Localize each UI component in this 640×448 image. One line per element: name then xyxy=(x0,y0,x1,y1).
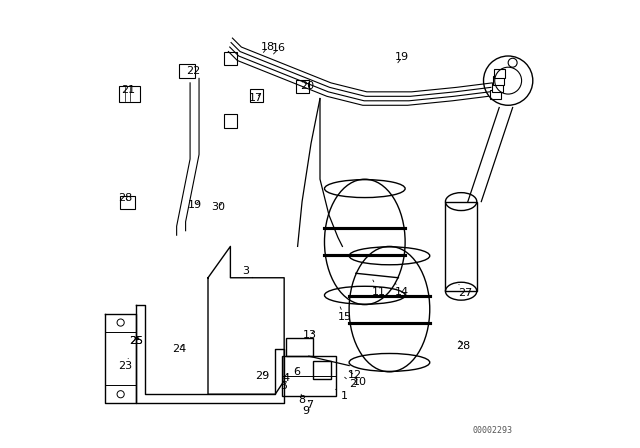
Text: 14: 14 xyxy=(394,283,408,297)
Text: 25: 25 xyxy=(129,336,143,346)
Text: 20: 20 xyxy=(300,81,314,91)
Text: 12: 12 xyxy=(348,370,362,380)
Text: 4: 4 xyxy=(283,373,290,383)
Bar xyxy=(492,83,503,92)
Text: 3: 3 xyxy=(243,266,253,278)
Text: 11: 11 xyxy=(372,280,386,297)
Text: 13: 13 xyxy=(303,330,317,340)
Text: 30: 30 xyxy=(211,202,225,212)
Text: 2: 2 xyxy=(345,377,356,389)
Bar xyxy=(224,114,237,128)
Text: 6: 6 xyxy=(292,367,300,377)
Text: 1: 1 xyxy=(335,389,348,401)
Bar xyxy=(314,361,332,379)
Text: 00002293: 00002293 xyxy=(473,426,513,435)
Text: 16: 16 xyxy=(272,43,286,54)
Text: 15: 15 xyxy=(338,307,351,322)
Text: 9: 9 xyxy=(302,406,309,416)
Bar xyxy=(493,76,504,85)
Text: 24: 24 xyxy=(172,344,186,353)
Bar xyxy=(287,338,314,356)
Bar xyxy=(490,90,502,99)
Text: 21: 21 xyxy=(121,85,135,95)
Bar xyxy=(445,202,477,291)
Text: 17: 17 xyxy=(250,93,264,103)
Bar xyxy=(494,69,506,78)
Text: 29: 29 xyxy=(255,371,269,381)
Text: 19: 19 xyxy=(395,52,409,63)
Text: 10: 10 xyxy=(353,377,367,387)
Text: 7: 7 xyxy=(307,400,314,409)
Text: 22: 22 xyxy=(186,66,201,76)
Text: 18: 18 xyxy=(260,42,275,52)
Text: 19: 19 xyxy=(188,200,202,210)
Text: 8: 8 xyxy=(298,394,306,405)
Text: 28: 28 xyxy=(118,193,132,203)
Text: 28: 28 xyxy=(456,340,470,351)
Text: 25: 25 xyxy=(129,336,143,346)
Bar xyxy=(224,52,237,65)
Text: 5: 5 xyxy=(281,381,287,391)
Text: 23: 23 xyxy=(118,358,132,371)
Text: 27: 27 xyxy=(458,284,473,297)
